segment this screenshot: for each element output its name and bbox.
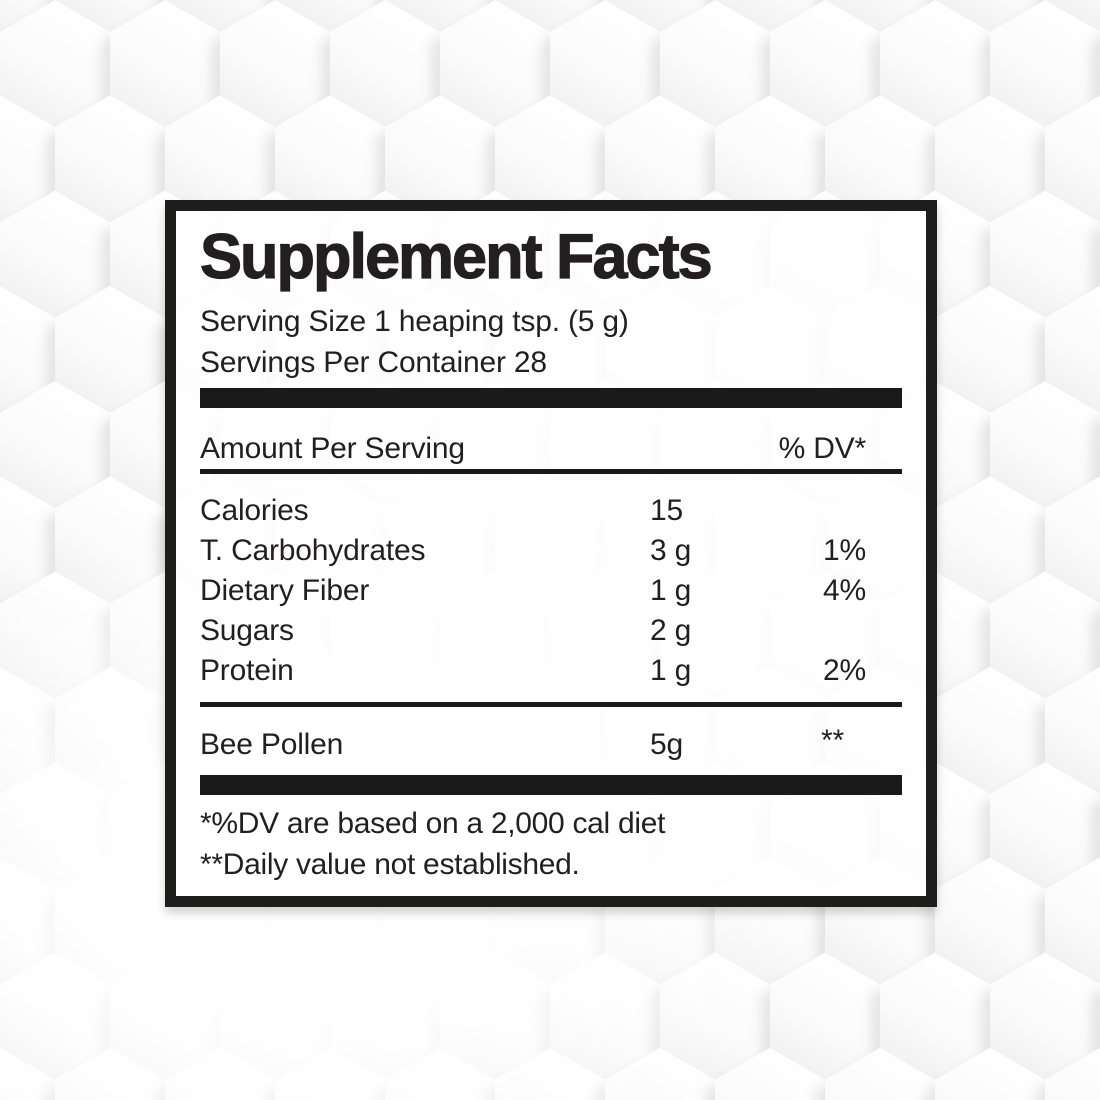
nutrient-amount: 1 g [650,574,692,607]
nutrient-dv: 1% [823,534,866,567]
servings-per-container-text: Servings Per Container 28 [200,346,547,379]
ingredient-name: Bee Pollen [200,728,344,761]
ingredient-dv: ** [821,724,844,757]
nutrient-row-sugars: Sugars 2 g [200,611,902,651]
separator-bar-top [200,388,902,408]
nutrient-amount: 1 g [650,654,692,687]
table-header-row: Amount Per Serving % DV* [200,428,902,469]
panel-content: Supplement Facts Serving Size 1 heaping … [176,211,926,885]
nutrient-name: T. Carbohydrates [200,534,426,567]
header-spacer [650,428,765,469]
supplement-facts-panel: Supplement Facts Serving Size 1 heaping … [165,200,937,907]
nutrient-row-protein: Protein 1 g 2% [200,651,902,691]
footnote-daily-value: **Daily value not established. [200,848,580,881]
nutrient-name: Calories [200,494,309,527]
nutrient-dv: 4% [823,574,866,607]
percent-dv-header: % DV* [778,432,867,465]
footnote-dv-basis: *%DV are based on a 2,000 cal diet [200,807,666,840]
footnotes: *%DV are based on a 2,000 cal diet **Dai… [200,803,902,885]
nutrient-dv [765,611,902,651]
nutrient-name: Sugars [200,614,294,647]
separator-rule-ingredient [200,702,902,707]
ingredient-row-bee-pollen: Bee Pollen 5g ** [200,724,902,765]
nutrient-name: Protein [200,654,294,687]
serving-info: Serving Size 1 heaping tsp. (5 g) Servin… [200,301,902,383]
nutrient-row-carbohydrates: T. Carbohydrates 3 g 1% [200,531,902,571]
nutrient-row-calories: Calories 15 [200,491,902,531]
supplement-facts-title: Supplement Facts [199,222,713,292]
amount-per-serving-header: Amount Per Serving [200,432,465,465]
nutrient-row-dietary-fiber: Dietary Fiber 1 g 4% [200,571,902,611]
ingredient-amount: 5g [650,728,683,761]
nutrient-amount: 3 g [650,534,692,567]
nutrient-dv: 2% [823,654,866,687]
nutrient-amount: 15 [650,494,683,527]
nutrient-dv [765,491,902,531]
nutrient-amount: 2 g [650,614,692,647]
nutrient-rows: Calories 15 T. Carbohydrates 3 g 1% Diet… [200,491,902,691]
separator-rule-header [200,469,902,474]
serving-size-text: Serving Size 1 heaping tsp. (5 g) [200,305,629,338]
nutrient-name: Dietary Fiber [200,574,370,607]
separator-bar-bottom [200,775,902,795]
